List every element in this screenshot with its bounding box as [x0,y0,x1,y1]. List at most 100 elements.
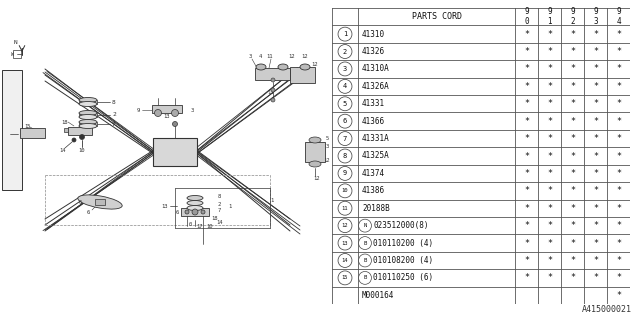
Text: 7: 7 [343,136,347,141]
Text: B: B [364,276,367,280]
Text: *: * [547,99,552,108]
Text: 15: 15 [342,276,348,280]
Text: *: * [616,169,621,178]
Text: *: * [524,64,529,74]
Ellipse shape [187,196,203,201]
Text: *: * [570,47,575,56]
Text: *: * [570,134,575,143]
Text: 10: 10 [342,188,348,193]
Text: 12: 12 [301,54,308,60]
Bar [79,122,97,126]
Text: 9
2: 9 2 [570,7,575,26]
Text: *: * [616,256,621,265]
Text: *: * [547,256,552,265]
Text: *: * [616,291,621,300]
Circle shape [271,98,275,102]
Text: 4: 4 [259,54,262,60]
Circle shape [201,210,205,214]
Text: *: * [593,117,598,126]
Bar [305,142,325,162]
Text: 9: 9 [136,108,140,113]
Text: *: * [524,186,529,195]
Text: *: * [524,221,529,230]
Text: *: * [593,47,598,56]
Text: *: * [524,169,529,178]
Text: 9
3: 9 3 [593,7,598,26]
Ellipse shape [79,110,97,116]
Text: *: * [524,134,529,143]
Text: A415000021: A415000021 [582,305,632,314]
Text: *: * [593,238,598,248]
Text: PARTS CORD: PARTS CORD [412,12,461,21]
Text: *: * [616,134,621,143]
Text: N: N [364,223,367,228]
Circle shape [172,109,179,116]
Text: 11: 11 [267,54,273,60]
Text: 41331A: 41331A [362,134,390,143]
Text: *: * [616,99,621,108]
Text: *: * [593,256,598,265]
Text: *: * [570,186,575,195]
Text: 9
1: 9 1 [547,7,552,26]
Text: 10: 10 [207,223,213,228]
Text: *: * [524,47,529,56]
Text: 010108200 (4): 010108200 (4) [373,256,433,265]
Circle shape [185,210,189,214]
Text: 6: 6 [343,118,347,124]
Bar [64,128,68,132]
Text: B: B [364,241,367,245]
Text: 41366: 41366 [362,117,385,126]
Text: *: * [616,64,621,74]
Bar [152,105,182,113]
Text: *: * [547,134,552,143]
Text: *: * [547,47,552,56]
Ellipse shape [79,115,97,119]
Text: *: * [547,30,552,39]
Text: *: * [616,117,621,126]
Bar [68,127,92,135]
Bar [20,128,45,138]
Text: 41374: 41374 [362,169,385,178]
Text: 12: 12 [324,157,330,163]
Text: *: * [570,99,575,108]
Text: 17: 17 [196,223,204,228]
Text: *: * [616,273,621,282]
Text: *: * [547,82,552,91]
Text: *: * [570,30,575,39]
Text: 12: 12 [289,54,295,60]
Text: *: * [524,273,529,282]
Text: *: * [570,169,575,178]
Ellipse shape [79,98,97,102]
Ellipse shape [256,64,266,70]
Text: 1: 1 [228,204,232,209]
Text: B: B [364,258,367,263]
Text: *: * [616,47,621,56]
Text: *: * [593,134,598,143]
Text: 13: 13 [164,115,170,119]
Text: 8: 8 [343,153,347,159]
Text: *: * [616,204,621,213]
Circle shape [154,109,161,116]
Text: *: * [616,221,621,230]
Text: *: * [570,82,575,91]
Text: 010110200 (4): 010110200 (4) [373,238,433,248]
Text: *: * [524,117,529,126]
Bar [13,50,21,58]
Text: 8: 8 [218,194,221,198]
Text: 6: 6 [78,201,82,205]
Text: 18: 18 [61,119,68,124]
Ellipse shape [79,124,97,129]
Text: 5: 5 [325,135,328,140]
Text: *: * [547,64,552,74]
Text: 9
4: 9 4 [616,7,621,26]
Ellipse shape [187,201,203,205]
Text: *: * [593,64,598,74]
Text: *: * [570,256,575,265]
Text: 2: 2 [278,68,282,73]
Text: 9: 9 [343,171,347,176]
Text: *: * [547,151,552,161]
Text: 14: 14 [342,258,348,263]
Text: 2: 2 [218,202,221,206]
Text: 15: 15 [25,124,31,130]
Text: 41386: 41386 [362,186,385,195]
